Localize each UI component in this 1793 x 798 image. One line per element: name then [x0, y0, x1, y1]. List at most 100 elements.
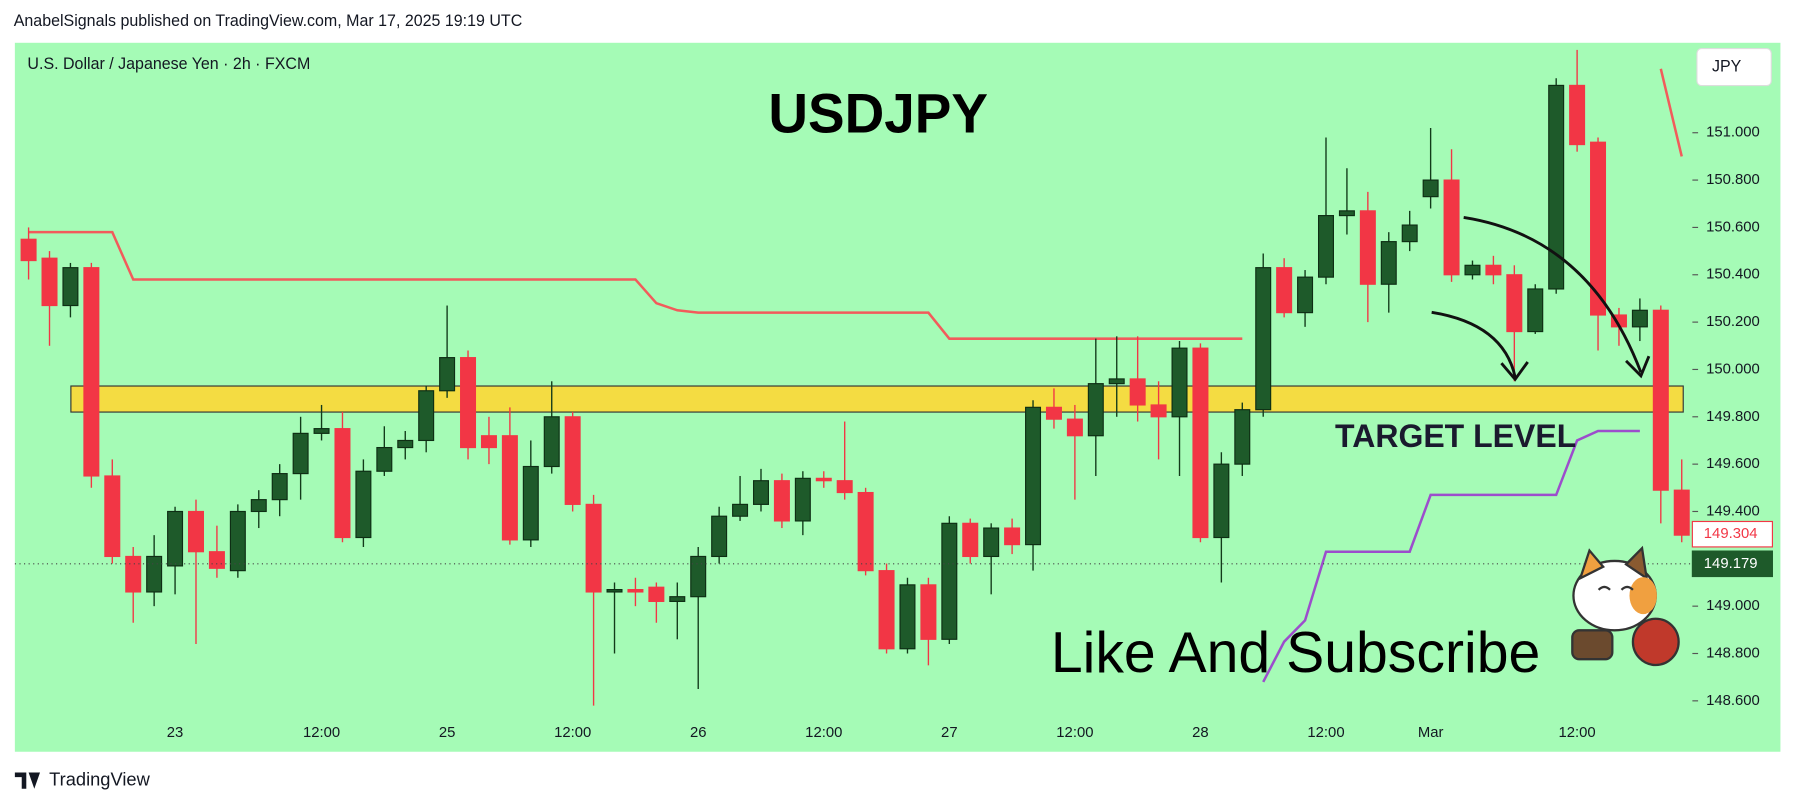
- candle-body: [83, 267, 100, 477]
- candle-body: [1548, 84, 1565, 290]
- candle-body: [397, 439, 414, 449]
- arrow-head: [1625, 355, 1651, 379]
- candle-body: [313, 428, 330, 434]
- x-tick-label: 12:00: [1056, 724, 1093, 741]
- candle-body: [606, 589, 623, 593]
- candle-body: [1276, 267, 1293, 314]
- x-tick-label: 12:00: [1307, 724, 1344, 741]
- y-tick-label: 150.200: [1706, 313, 1760, 330]
- candle-body: [794, 477, 811, 522]
- y-tick-label: 149.400: [1706, 502, 1760, 519]
- candle-body: [104, 475, 121, 558]
- candle-body: [1108, 378, 1125, 385]
- x-tick-label: 12:00: [554, 724, 591, 741]
- mascot: [1571, 545, 1680, 667]
- candle-body: [208, 551, 225, 569]
- price-label: 149.304: [1704, 525, 1758, 542]
- candle-body: [250, 499, 267, 513]
- candle-body: [585, 503, 602, 593]
- y-tick-label: 148.800: [1706, 644, 1760, 661]
- annotation: TARGET LEVEL: [1335, 418, 1576, 454]
- price-label: 149.179: [1704, 555, 1758, 572]
- x-tick-label: 12:00: [1559, 724, 1596, 741]
- candle-body: [1422, 179, 1439, 198]
- currency-label[interactable]: JPY: [1712, 57, 1742, 75]
- candle-body: [1506, 274, 1523, 333]
- x-tick-label: 12:00: [805, 724, 842, 741]
- candle-body: [418, 390, 435, 442]
- y-tick-label: 150.400: [1706, 266, 1760, 283]
- arrow-head: [1500, 361, 1529, 382]
- target-zone: [70, 385, 1684, 413]
- candle-body: [1255, 267, 1272, 411]
- candle-body: [1673, 489, 1690, 536]
- candle-body: [983, 527, 1000, 558]
- publish-header: AnabelSignals published on TradingView.c…: [14, 12, 523, 30]
- candle-body: [480, 435, 497, 449]
- candle-body: [815, 477, 832, 482]
- chart-title: USDJPY: [768, 82, 988, 144]
- candle-body: [334, 428, 351, 539]
- candle-body: [1004, 527, 1021, 546]
- candle-body: [355, 470, 372, 539]
- candle-body: [1464, 264, 1481, 276]
- candle-body: [292, 432, 309, 475]
- candle-body: [1129, 378, 1146, 406]
- indicator-line: [1262, 429, 1640, 683]
- y-tick-label: 148.600: [1706, 692, 1760, 709]
- y-tick-label: 150.800: [1706, 171, 1760, 188]
- candle-body: [711, 515, 728, 558]
- candle-body: [439, 357, 456, 392]
- candle-body: [1590, 141, 1607, 316]
- brand-footer: TradingView: [49, 768, 150, 789]
- y-tick-label: 149.000: [1706, 597, 1760, 614]
- x-tick-label: 23: [167, 724, 184, 741]
- candle-body: [690, 555, 707, 598]
- symbol-label: U.S. Dollar / Japanese Yen · 2h · FXCM: [27, 55, 310, 73]
- y-tick-label: 150.600: [1706, 218, 1760, 235]
- x-tick-label: 26: [690, 724, 707, 741]
- candle-body: [376, 446, 393, 472]
- candle-body: [669, 596, 686, 603]
- candle-body: [1380, 241, 1397, 285]
- candle-body: [187, 510, 204, 553]
- candle-body: [773, 480, 790, 522]
- candle-body: [564, 416, 581, 505]
- candle-body: [20, 238, 37, 262]
- candle-body: [1045, 406, 1062, 420]
- candle-body: [1192, 347, 1209, 539]
- currency-button[interactable]: [1696, 47, 1772, 87]
- y-tick-label: 149.800: [1706, 408, 1760, 425]
- candle-body: [1401, 224, 1418, 243]
- candle-body: [1359, 210, 1376, 285]
- candle-body: [1066, 418, 1083, 437]
- y-tick-label: 149.600: [1706, 455, 1760, 472]
- candle-body: [732, 503, 749, 517]
- arrow: [1431, 310, 1517, 378]
- candle-body: [857, 491, 874, 572]
- candle-body: [941, 522, 958, 640]
- annotation: Like And Subscribe: [1051, 621, 1540, 685]
- candle-body: [1443, 179, 1460, 276]
- candle-body: [878, 570, 895, 650]
- candle-body: [1087, 383, 1104, 437]
- candle-body: [1485, 264, 1502, 276]
- candle-body: [543, 416, 560, 468]
- brand-logo: [14, 772, 41, 789]
- candle-body: [1527, 288, 1544, 333]
- y-tick-label: 151.000: [1706, 124, 1760, 141]
- candle-body: [1150, 404, 1167, 418]
- candle-body: [1213, 463, 1230, 539]
- candle-body: [1297, 276, 1314, 314]
- candle-body: [522, 465, 539, 541]
- indicator-line: [28, 68, 1683, 340]
- candle-body: [146, 555, 163, 593]
- candle-body: [1317, 215, 1335, 278]
- candle-body: [836, 480, 853, 494]
- candle-body: [1025, 406, 1042, 546]
- candle-body: [460, 357, 477, 449]
- plot-layer: 148.600148.800149.000149.200149.400149.6…: [14, 49, 1773, 741]
- candle-body: [1652, 309, 1669, 491]
- candle-body: [962, 522, 979, 558]
